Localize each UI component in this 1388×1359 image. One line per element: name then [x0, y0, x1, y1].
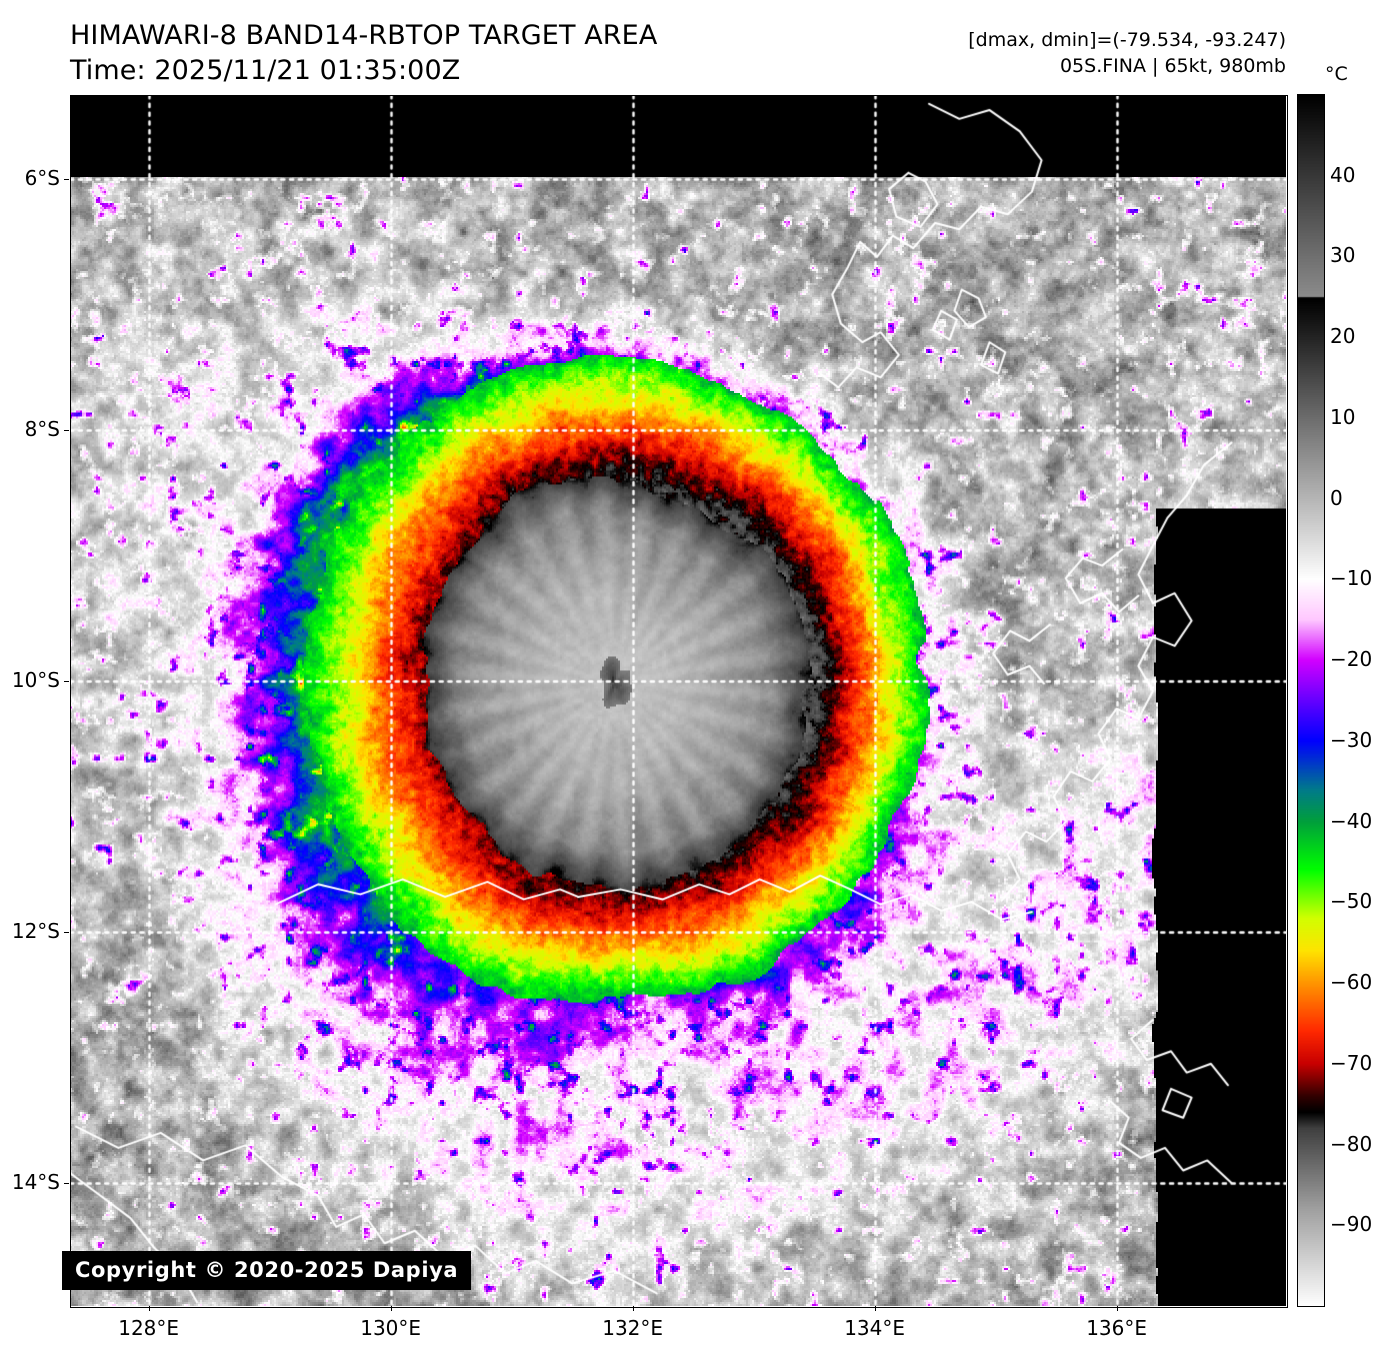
- lat-tick-mark: [64, 932, 69, 933]
- colorbar-tick-minus30: −30: [1330, 727, 1373, 752]
- header-right: [dmax, dmin]=(-79.534, -93.247) 05S.FINA…: [968, 28, 1286, 79]
- lon-tick-134E: 134°E: [844, 1316, 906, 1340]
- page-title: HIMAWARI-8 BAND14-RBTOP TARGET AREA: [70, 20, 658, 51]
- colorbar-tick-minus60: −60: [1330, 970, 1373, 995]
- colorbar: [1298, 95, 1324, 1306]
- storm-info-label: 05S.FINA | 65kt, 980mb: [1059, 54, 1286, 77]
- satellite-plot-area: [70, 95, 1286, 1306]
- satellite-imagery-canvas: [70, 95, 1286, 1306]
- lon-tick-mark: [149, 1306, 150, 1311]
- lon-tick-130E: 130°E: [360, 1316, 422, 1340]
- lon-tick-mark: [391, 1306, 392, 1311]
- colorbar-tick-minus80: −80: [1330, 1131, 1373, 1156]
- colorbar-tick-minus40: −40: [1330, 808, 1373, 833]
- colorbar-tick-10: 10: [1330, 404, 1356, 429]
- colorbar-tick-30: 30: [1330, 243, 1356, 268]
- colorbar-tick-minus10: −10: [1330, 566, 1373, 591]
- colorbar-unit-label: °C: [1325, 63, 1348, 85]
- colorbar-tick-minus20: −20: [1330, 647, 1373, 672]
- lon-tick-128E: 128°E: [118, 1316, 180, 1340]
- lat-tick-mark: [64, 681, 69, 682]
- lon-tick-mark: [1117, 1306, 1118, 1311]
- lat-tick-8S: 8°S: [24, 417, 60, 442]
- lat-tick-12S: 12°S: [11, 919, 60, 944]
- lon-tick-mark: [633, 1306, 634, 1311]
- colorbar-tick-minus90: −90: [1330, 1212, 1373, 1237]
- data-range-label: [dmax, dmin]=(-79.534, -93.247): [968, 29, 1286, 51]
- lon-tick-132E: 132°E: [602, 1316, 664, 1340]
- colorbar-gradient: [1298, 95, 1324, 1306]
- lon-tick-mark: [875, 1306, 876, 1311]
- colorbar-tick-minus50: −50: [1330, 889, 1373, 914]
- lat-tick-mark: [64, 179, 69, 180]
- lat-tick-10S: 10°S: [11, 668, 60, 693]
- copyright-watermark: Copyright © 2020-2025 Dapiya: [62, 1251, 472, 1290]
- timestamp-label: Time: 2025/11/21 01:35:00Z: [70, 55, 461, 87]
- colorbar-tick-0: 0: [1330, 485, 1343, 510]
- lon-tick-136E: 136°E: [1086, 1316, 1147, 1340]
- lat-tick-6S: 6°S: [24, 166, 60, 191]
- lat-tick-14S: 14°S: [11, 1170, 60, 1195]
- colorbar-tick-minus70: −70: [1330, 1050, 1373, 1075]
- header-left: HIMAWARI-8 BAND14-RBTOP TARGET AREA Time…: [70, 18, 657, 88]
- lat-tick-mark: [64, 430, 69, 431]
- colorbar-tick-40: 40: [1330, 162, 1356, 187]
- lat-tick-mark: [64, 1183, 69, 1184]
- colorbar-tick-20: 20: [1330, 324, 1356, 349]
